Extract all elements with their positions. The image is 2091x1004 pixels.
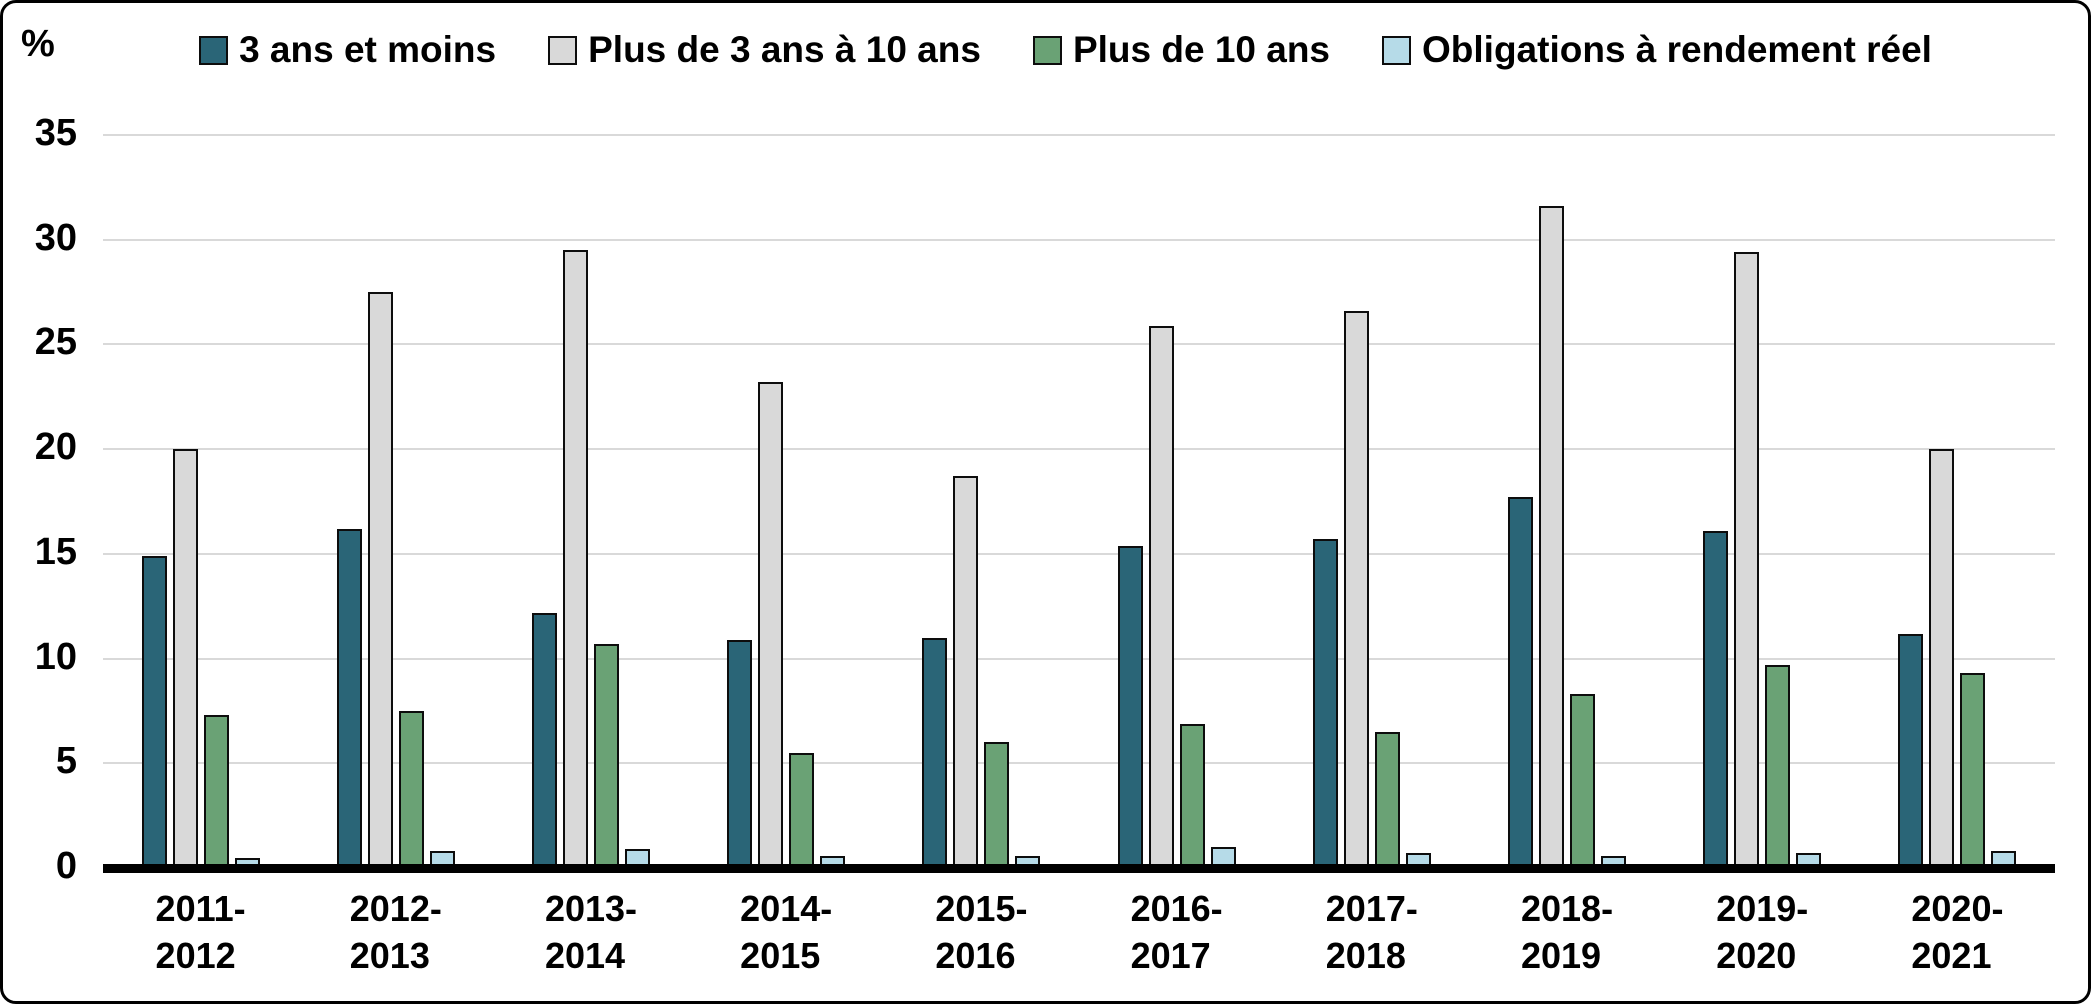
gridline: [103, 134, 2055, 136]
bar: [1148, 326, 1174, 868]
x-tick-label: 2015- 2016: [935, 888, 1028, 976]
y-axis-unit-label: %: [21, 23, 55, 65]
bar: [203, 715, 229, 868]
bar-group: [1665, 135, 1860, 868]
bar-group: [298, 135, 493, 868]
x-tick-cell: 2020- 2021: [1860, 885, 2055, 979]
bar: [398, 711, 424, 868]
bar: [1312, 539, 1338, 868]
bar: [1539, 206, 1565, 868]
bar: [1570, 694, 1596, 868]
bar: [727, 640, 753, 868]
bar: [1117, 546, 1143, 868]
x-tick-label: 2018- 2019: [1520, 888, 1614, 976]
x-axis-labels: 2011- 2012 2012- 2013 2013- 2014 2014- 2015 2015…: [103, 885, 2055, 979]
y-tick-label: 15: [34, 530, 77, 573]
y-tick-label: 25: [34, 321, 77, 364]
legend-label: 3 ans et moins: [239, 29, 497, 70]
bar: [234, 858, 260, 868]
x-tick-label: 2012- 2013: [349, 888, 442, 976]
bar-group: [1860, 135, 2055, 868]
x-tick-cell: 2011- 2012: [103, 885, 298, 979]
gridline: [103, 552, 2055, 555]
y-tick-label: 35: [34, 111, 77, 154]
x-tick-label: 2017- 2018: [1325, 888, 1418, 976]
bar-groups: [103, 135, 2055, 868]
x-tick-cell: 2018- 2019: [1469, 885, 1664, 979]
gridline: [103, 448, 2055, 451]
legend-item-1: Plus de 3 ans à 10 ans: [548, 29, 981, 71]
x-tick-label: 2016- 2017: [1130, 888, 1223, 976]
x-tick-cell: 2013- 2014: [493, 885, 688, 979]
x-tick-cell: 2017- 2018: [1274, 885, 1469, 979]
y-tick-label: 30: [34, 216, 77, 259]
bar: [1765, 665, 1791, 868]
bar-group: [493, 135, 688, 868]
x-tick-cell: 2019- 2020: [1665, 885, 1860, 979]
x-tick-label: 2014- 2015: [740, 888, 833, 976]
bar: [532, 613, 557, 868]
plot-area: [103, 134, 2055, 873]
x-tick-label: 2020- 2021: [1911, 888, 2004, 976]
bar: [1343, 311, 1369, 868]
gridline: [103, 762, 2055, 765]
bar-group: [1274, 135, 1469, 868]
bar-group: [1079, 135, 1274, 868]
bar: [367, 292, 393, 868]
bar: [1734, 252, 1760, 868]
y-tick-label: 20: [34, 425, 77, 468]
bar: [429, 851, 455, 868]
bar: [1374, 732, 1400, 868]
x-tick-cell: 2014- 2015: [689, 885, 884, 979]
legend-swatch-icon: [1382, 35, 1412, 65]
gridline: [103, 343, 2055, 346]
legend-swatch-icon: [199, 35, 229, 65]
bar-group: [103, 135, 298, 868]
x-tick-label: 2013- 2014: [544, 888, 638, 976]
legend-swatch-icon: [548, 35, 578, 65]
bar: [563, 250, 588, 868]
y-tick-label: 5: [55, 740, 77, 783]
bar: [1179, 724, 1205, 868]
x-tick-label: 2019- 2020: [1716, 888, 1809, 976]
bar: [594, 644, 619, 868]
legend-item-3: Obligations à rendement réel: [1382, 29, 1932, 71]
legend-item-0: 3 ans et moins: [199, 29, 496, 71]
x-tick-cell: 2015- 2016: [884, 885, 1079, 979]
bar: [1929, 449, 1955, 868]
bar: [625, 849, 650, 868]
y-tick-label: 0: [55, 844, 77, 887]
bar: [336, 529, 362, 868]
bar-group: [1469, 135, 1664, 868]
bar-group: [689, 135, 884, 868]
bar: [984, 742, 1010, 868]
legend-item-2: Plus de 10 ans: [1032, 29, 1331, 71]
bar: [922, 638, 948, 868]
gridline: [103, 657, 2055, 660]
bar: [172, 449, 198, 868]
bar: [953, 476, 979, 868]
bar: [1991, 851, 2017, 868]
bar: [758, 382, 784, 868]
bar: [141, 556, 167, 868]
bar: [1508, 497, 1534, 868]
legend-label: Obligations à rendement réel: [1422, 29, 1932, 70]
bar-group: [884, 135, 1079, 868]
legend: 3 ans et moins Plus de 3 ans à 10 ans Plus…: [63, 29, 2068, 71]
bar: [1960, 673, 1986, 868]
legend-label: Plus de 10 ans: [1072, 29, 1331, 70]
y-tick-label: 10: [34, 635, 77, 678]
x-axis-line: [103, 864, 2055, 873]
bar: [789, 753, 815, 868]
bar: [1210, 847, 1236, 868]
legend-swatch-icon: [1032, 35, 1062, 65]
legend-label: Plus de 3 ans à 10 ans: [588, 29, 981, 70]
bar: [1898, 634, 1924, 868]
gridline: [103, 238, 2055, 241]
x-tick-label: 2011- 2012: [155, 888, 246, 976]
x-tick-cell: 2016- 2017: [1079, 885, 1274, 979]
bar: [1703, 531, 1729, 868]
x-tick-cell: 2012- 2013: [298, 885, 493, 979]
